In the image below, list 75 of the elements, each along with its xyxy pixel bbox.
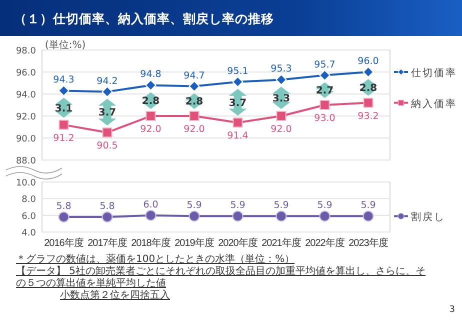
x-tick-label: 2023年度 bbox=[348, 237, 388, 249]
y-tick-label: 10.0 bbox=[16, 178, 36, 188]
point bbox=[232, 118, 243, 128]
data-label: 93.0 bbox=[314, 113, 336, 124]
annotation: 3.3 bbox=[272, 93, 290, 104]
y-tick-label: 96.0 bbox=[16, 68, 36, 78]
data-label: 94.7 bbox=[184, 70, 205, 82]
data-label: 93.2 bbox=[358, 110, 379, 122]
chart-title: （１）仕切価率、納入価率、割戻し率の推移 bbox=[14, 11, 274, 26]
data-label: 94.8 bbox=[140, 69, 162, 80]
point bbox=[319, 70, 330, 81]
data-label: 96.0 bbox=[358, 56, 379, 67]
point bbox=[189, 111, 200, 121]
point bbox=[362, 66, 374, 78]
data-label: 95.3 bbox=[270, 64, 292, 75]
point bbox=[363, 98, 374, 108]
annotation: 3.7 bbox=[228, 98, 247, 109]
data-label: 5.9 bbox=[230, 200, 246, 212]
annotation: (単位:%) bbox=[45, 39, 86, 51]
point bbox=[276, 74, 287, 86]
x-tick-label: 2021年度 bbox=[262, 237, 302, 249]
data-label: 91.2 bbox=[53, 132, 74, 144]
annotation: 2.7 bbox=[316, 86, 334, 97]
y-tick-label: 94.0 bbox=[16, 90, 36, 100]
data-label: 92.0 bbox=[140, 124, 162, 135]
data-label: 95.7 bbox=[314, 59, 336, 70]
point bbox=[58, 85, 70, 96]
x-tick-label: 2017年度 bbox=[88, 237, 128, 249]
x-tick-label: 2016年度 bbox=[44, 237, 84, 249]
data-label: 92.0 bbox=[184, 124, 205, 135]
data-label: 95.1 bbox=[227, 66, 248, 77]
annotation: 3.1 bbox=[54, 103, 73, 114]
point bbox=[276, 111, 286, 121]
y-tick-label: 8.0 bbox=[22, 195, 36, 206]
legend-label: 納入価率 bbox=[411, 98, 457, 110]
point bbox=[102, 128, 112, 138]
y-tick-label: 90.0 bbox=[16, 134, 36, 144]
x-tick-label: 2022年度 bbox=[305, 237, 345, 249]
data-label: 5.9 bbox=[186, 200, 202, 212]
text: ＊グラフの数値は、薬価を100としたときの水準（単位：%） bbox=[16, 253, 295, 265]
x-tick-label: 2020年度 bbox=[218, 237, 258, 249]
annotation: 2.8 bbox=[359, 82, 378, 94]
point bbox=[102, 86, 113, 98]
legend-label: 割戻し bbox=[411, 211, 446, 224]
data-label: 5.9 bbox=[274, 200, 289, 212]
y-tick-label: 88.0 bbox=[16, 156, 36, 166]
x-tick-label: 2018年度 bbox=[131, 237, 171, 249]
point bbox=[232, 76, 244, 88]
data-label: 6.0 bbox=[143, 199, 158, 210]
data-label: 94.2 bbox=[96, 76, 118, 87]
point bbox=[188, 80, 200, 92]
data-label: 5.8 bbox=[100, 201, 115, 212]
y-tick-label: 98.0 bbox=[16, 46, 36, 56]
legend-label: 仕切価率 bbox=[411, 67, 457, 79]
point bbox=[320, 100, 330, 110]
point bbox=[58, 120, 69, 130]
data-label: 91.4 bbox=[227, 130, 248, 142]
text: 【データ】 5社の卸売業者ごとにそれぞれの取扱全品目の加重平均値を算出し、さらに、その５つの算出値を単純平均した値 bbox=[16, 265, 426, 289]
annotation: 3.7 bbox=[98, 108, 116, 119]
x-tick-label: 2019年度 bbox=[174, 237, 214, 249]
point bbox=[146, 111, 156, 121]
y-tick-label: 4.0 bbox=[22, 228, 36, 238]
annotation: 2.8 bbox=[185, 96, 204, 108]
annotation: 2.8 bbox=[142, 96, 160, 108]
data-label: 92.0 bbox=[270, 124, 292, 135]
point bbox=[145, 80, 156, 91]
data-label: 90.5 bbox=[96, 140, 118, 152]
text: 小数点第２位を四捨五入 bbox=[60, 289, 170, 301]
data-label: 5.9 bbox=[317, 200, 332, 212]
data-label: 5.9 bbox=[360, 200, 376, 212]
text: 3 bbox=[449, 305, 455, 315]
y-tick-label: 6.0 bbox=[22, 212, 36, 222]
y-tick-label: 92.0 bbox=[16, 112, 36, 122]
data-label: 5.8 bbox=[56, 201, 72, 212]
data-label: 94.3 bbox=[53, 74, 74, 86]
